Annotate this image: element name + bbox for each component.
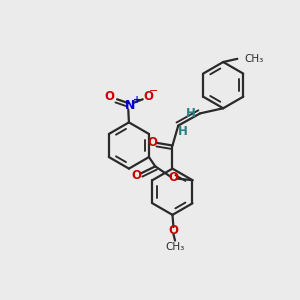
Text: +: + [133, 95, 141, 105]
Text: O: O [132, 169, 142, 182]
Text: CH₃: CH₃ [165, 242, 185, 252]
Text: O: O [169, 171, 179, 184]
Text: N: N [125, 99, 136, 112]
Text: O: O [168, 224, 178, 237]
Text: O: O [148, 136, 158, 149]
Text: H: H [186, 107, 196, 120]
Text: CH₃: CH₃ [245, 54, 264, 64]
Text: −: − [148, 86, 158, 96]
Text: O: O [143, 90, 154, 103]
Text: H: H [178, 124, 188, 138]
Text: O: O [105, 90, 115, 103]
